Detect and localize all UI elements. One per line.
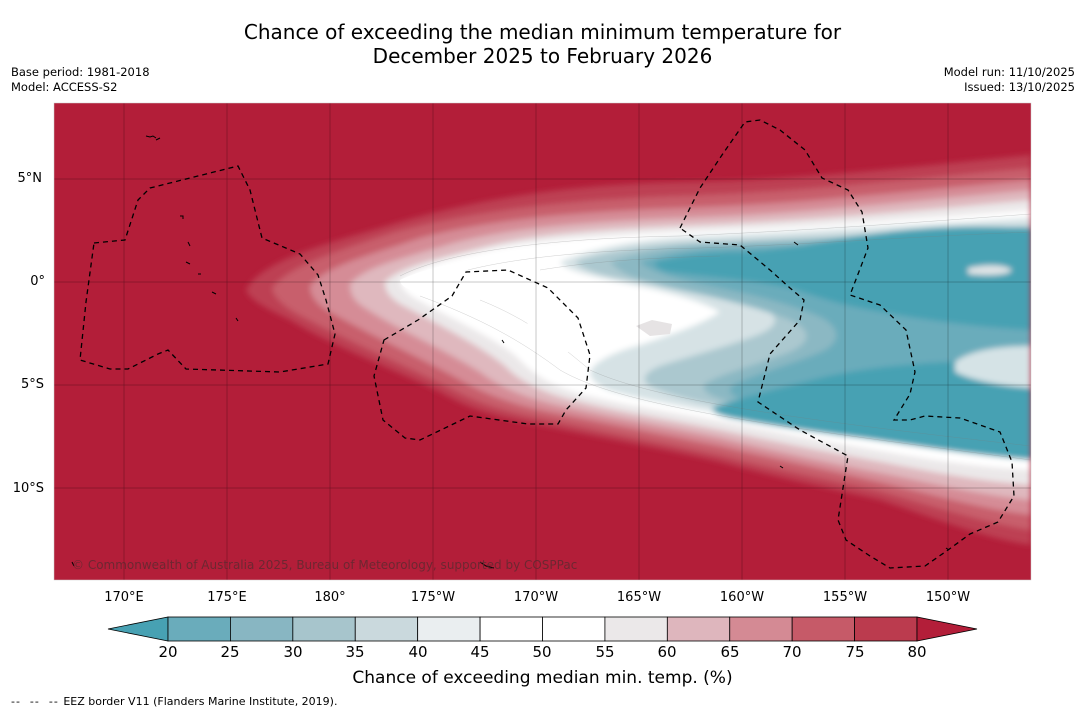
colorbar-swatch <box>854 616 918 642</box>
eez-border-tokelau <box>373 269 591 441</box>
map-area <box>54 103 1031 580</box>
colorbar-title: Chance of exceeding median min. temp. (%… <box>352 668 733 688</box>
colorbar-swatch <box>292 616 356 642</box>
island <box>945 547 950 551</box>
colorbar-swatch <box>354 616 419 642</box>
lat-label-5S: 5°S <box>20 377 44 392</box>
issued-date: Issued: 13/10/2025 <box>964 80 1075 94</box>
colorbar-swatch <box>230 616 294 642</box>
border-legend-text: EEZ border V11 (Flanders Marine Institut… <box>63 695 338 708</box>
colorbar-tick-label: 65 <box>720 643 740 661</box>
model-name: Model: ACCESS-S2 <box>11 80 118 94</box>
title-line-1: Chance of exceeding the median minimum t… <box>243 20 842 44</box>
island <box>185 261 191 265</box>
thin-contour-line <box>459 231 1031 273</box>
warm-patch-east <box>955 346 1031 388</box>
colorbar-tick-label: 40 <box>408 643 428 661</box>
island <box>187 241 191 247</box>
colorbar-swatch <box>604 616 668 642</box>
white-patch <box>520 301 620 360</box>
island <box>235 317 239 322</box>
colorbar-tick-label: 25 <box>220 643 240 661</box>
base-period: Base period: 1981-2018 <box>11 65 150 79</box>
lon-label-155W: 155°W <box>822 590 868 605</box>
colorbar-tick-label: 70 <box>782 643 802 661</box>
colorbar-swatch <box>542 616 606 642</box>
colorbar-swatch <box>791 616 855 642</box>
colorbar-tick-label: 35 <box>345 643 365 661</box>
colorbar-extend-low <box>107 616 169 642</box>
lon-label-160W: 160°W <box>719 590 765 605</box>
lat-label-0: 0° <box>30 274 45 289</box>
colorbar-tick-label: 30 <box>283 643 303 661</box>
map-frame <box>53 102 1032 581</box>
island <box>71 561 75 567</box>
warm-patch-center <box>968 265 1012 276</box>
lon-label-175W: 175°W <box>410 590 456 605</box>
thin-contour-line <box>399 213 1031 277</box>
lon-label-180: 180° <box>314 590 346 605</box>
meta-left: Base period: 1981-2018 Model: ACCESS-S2 <box>11 65 150 95</box>
lat-label-10S: 10°S <box>12 481 44 496</box>
colorbar-tick-label: 80 <box>907 643 927 661</box>
title-line-2: December 2025 to February 2026 <box>372 44 713 68</box>
dash-legend-symbol: -- -- -- <box>11 695 64 708</box>
light-grey-patch <box>636 320 672 336</box>
colorbar-swatch <box>167 616 231 642</box>
colorbar <box>107 616 978 642</box>
lon-label-175E: 175°E <box>207 590 247 605</box>
colorbar-swatch <box>479 616 543 642</box>
colorbar-tick-label: 75 <box>845 643 865 661</box>
white-patch <box>400 258 490 292</box>
white-highlights <box>400 258 620 360</box>
island <box>479 561 495 569</box>
colorbar-tick-label: 55 <box>595 643 615 661</box>
islands <box>71 135 950 569</box>
lon-label-170E: 170°E <box>104 590 144 605</box>
colorbar-tick-label: 60 <box>657 643 677 661</box>
island <box>501 339 505 344</box>
lon-label-170W: 170°W <box>513 590 559 605</box>
island <box>779 465 784 469</box>
island <box>211 291 217 295</box>
colorbar-extend-high <box>916 616 978 642</box>
chart-title: Chance of exceeding the median minimum t… <box>0 20 1085 68</box>
eez-borders <box>79 119 1015 569</box>
lon-label-165W: 165°W <box>616 590 662 605</box>
island <box>793 241 799 246</box>
model-run: Model run: 11/10/2025 <box>943 65 1075 79</box>
eez-border-kiribati-gilbert <box>79 165 336 373</box>
island <box>145 135 157 139</box>
lat-label-5N: 5°N <box>17 171 43 186</box>
probability-contours <box>246 155 1031 545</box>
meta-right: Model run: 11/10/2025 Issued: 13/10/2025 <box>944 65 1075 95</box>
colorbar-tick-label: 50 <box>532 643 552 661</box>
lon-label-150W: 150°W <box>925 590 971 605</box>
eez-border-legend: -- -- -- EEZ border V11 (Flanders Marine… <box>11 695 337 708</box>
colorbar-swatch <box>417 616 481 642</box>
graticule <box>54 103 1031 580</box>
copyright-notice: © Commonwealth of Australia 2025, Bureau… <box>72 558 578 572</box>
colorbar-tick-label: 20 <box>158 643 178 661</box>
island <box>180 215 184 219</box>
eez-border-kiribati-line <box>679 119 1015 569</box>
colorbar-swatch <box>666 616 731 642</box>
colorbar-swatch <box>729 616 793 642</box>
island <box>155 137 161 141</box>
colorbar-tick-label: 45 <box>470 643 490 661</box>
